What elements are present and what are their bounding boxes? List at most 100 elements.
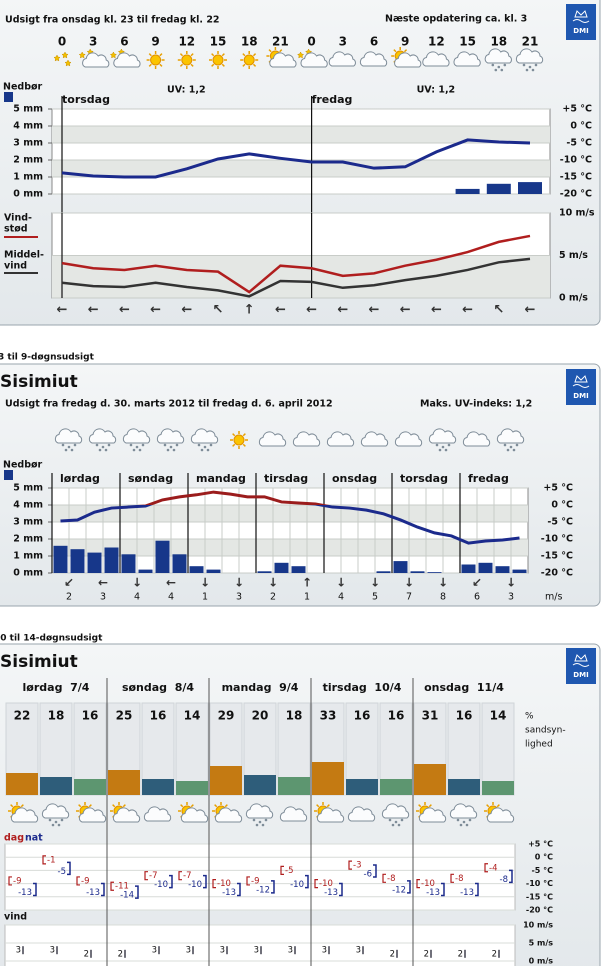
weather-icon [326,431,355,447]
temperature-line [61,138,531,179]
snowflake [141,443,145,447]
wind-label: 2 [492,949,497,959]
day-temp-label: -9 [251,876,259,886]
weather-icon [328,51,356,67]
probability-label: 18 [48,709,65,723]
probability-label: 14 [490,709,507,723]
probability-label: 14 [184,709,201,723]
weather-icon [422,51,450,67]
hour-label: 6 [370,35,378,49]
night-temp-label: -6 [364,870,372,880]
weather-icon [360,431,389,447]
wind-arrow: ↓ [268,576,278,590]
hour-label: 9 [151,35,159,49]
sun-ray [393,49,397,53]
wind-arrow: ← [57,303,68,318]
hour-label: 12 [428,35,445,49]
precip-bar [172,554,187,573]
snowflake [531,68,535,72]
weather-icon [428,428,457,444]
wind-arrow: ↑ [244,303,255,318]
wind-speed: 2 [270,592,276,603]
probability-bar [210,766,242,795]
sun-ray [418,804,422,808]
sun [150,54,162,66]
wind-speed: 6 [474,592,480,603]
day-temp-mark [348,860,352,870]
wind-speed: 7 [406,592,412,603]
wind-label: 2 [118,949,123,959]
snowflake [459,823,463,827]
precip-bar [70,549,85,573]
night-temp-mark [67,861,71,876]
snowflake [132,448,136,452]
y-tick-label: -15 °C [526,892,553,901]
snowflake [515,443,519,447]
wind-arrow: ← [275,303,286,318]
sun-ray [242,63,246,67]
snowflake [447,443,451,447]
weather-icon [230,431,248,449]
snowflake [255,823,259,827]
precip-bar [257,571,272,573]
probability-bar [244,775,276,795]
sun-ray [224,804,228,808]
day-temp-mark [450,873,454,883]
y2-tick-label: 0 °C [551,500,573,511]
weather-icon [484,48,512,64]
day-label: tirsdag [264,472,308,485]
wind-arrow: ↖ [213,303,224,318]
header: Udsigt fra onsdag kl. 23 til fredag kl. … [5,15,220,26]
snowflake [203,445,207,449]
sun-ray [211,53,215,57]
probability-bar [278,777,310,795]
y-tick-label: 5 mm [13,483,43,494]
y2-tick-label: 0 m/s [559,293,588,304]
day-label: lørdag 7/4 [23,681,90,694]
wind-speed: 4 [168,592,174,603]
day-label: onsdag 11/4 [424,681,504,694]
y-tick-label: 0 m/s [529,957,554,966]
day-label: torsdag [400,472,448,485]
wind-label: 3 [356,946,361,956]
y-tick-label: 5 mm [13,104,43,115]
precip-bar [427,572,442,573]
wind-speed: 8 [440,592,446,603]
plot-area [4,924,516,966]
night-temp-label: -13 [426,888,440,898]
snowflake [444,448,448,452]
weather-icon [209,51,227,69]
sun-ray [252,63,257,67]
wind-label: 2 [84,949,89,959]
day-temp-mark [178,871,182,881]
sun-ray [268,49,272,53]
night-temp-label: -12 [256,885,270,895]
wind-arrow: ← [181,303,192,318]
precip-bar [512,569,527,573]
section-label: 10 til 14-døgnsudsigt [0,634,103,644]
snowflake [48,818,52,822]
snowflake [64,448,68,452]
weather-icon [359,51,388,67]
snowflake [135,445,139,449]
sun-ray [180,804,184,808]
weather-icon [300,52,328,68]
snowflake [528,65,532,69]
probability-label: 31 [422,709,439,723]
hour-label: 9 [401,35,409,49]
y2-tick-label: -15 °C [541,551,573,562]
weather-icon [143,806,172,822]
update-note: Næste opdatering ca. kl. 3 [385,14,527,25]
snowflake [51,823,55,827]
probability-label: 18 [286,709,303,723]
weather-icon [78,807,107,823]
weather-icon [316,807,345,823]
sun-ray [122,804,126,808]
y-tick-label: 3 mm [13,517,43,528]
star [53,54,61,62]
sun-ray [78,804,82,808]
sun-ray [428,804,432,808]
dmi-crown [574,654,588,662]
hour-label: 21 [272,35,289,49]
day-label: onsdag [332,472,377,485]
